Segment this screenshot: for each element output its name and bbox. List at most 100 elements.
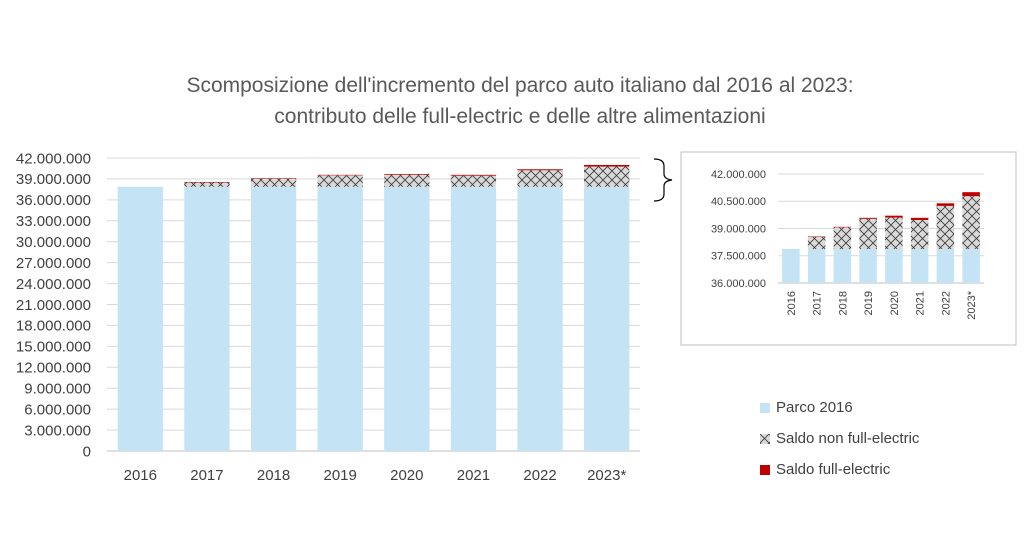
bar-parco-2016-2016 [117, 186, 163, 451]
inset-y-tick-labels: 42.000.000 40.500.000 39.000.000 37.500.000… [711, 169, 766, 290]
y-tick-label: 18.000.000 [16, 318, 91, 335]
bar-saldo-full-electric-2022 [936, 203, 955, 206]
main-bars [117, 164, 630, 451]
y-tick-label: 40.500.000 [711, 196, 766, 208]
bar-parco-2016-2017 [807, 248, 826, 283]
bar-saldo-non-full-electric-2020 [384, 174, 430, 187]
x-tick-label: 2019 [324, 467, 357, 484]
legend-item-saldo-non-full-electric: Saldo non full-electric [760, 423, 919, 454]
bar-saldo-non-full-electric-2021 [450, 175, 497, 187]
bar-saldo-full-electric-2023 [584, 164, 630, 167]
chart-title: Scomposizione dell'incremento del parco … [186, 74, 854, 97]
x-tick-label: 2023* [587, 467, 626, 484]
bar-saldo-full-electric-2017 [184, 182, 230, 183]
bar-parco-2016-2018 [250, 186, 297, 451]
bar-saldo-non-full-electric-2023 [962, 196, 980, 249]
bar-parco-2016-2023 [584, 186, 630, 451]
legend-item-saldo-full-electric: Saldo full-electric [760, 454, 919, 485]
bar-saldo-non-full-electric-2019 [859, 218, 877, 249]
bar-saldo-non-full-electric-2023 [584, 166, 630, 187]
y-tick-label: 0 [83, 443, 91, 460]
bar-saldo-full-electric-2023 [962, 192, 980, 197]
bar-saldo-non-full-electric-2021 [910, 219, 929, 249]
bar-parco-2016-2016 [782, 248, 800, 283]
x-tick-label: 2023* [966, 290, 978, 319]
bar-saldo-non-full-electric-2020 [885, 217, 903, 249]
bar-parco-2016-2021 [910, 248, 929, 283]
x-tick-label: 2022 [523, 467, 556, 484]
y-tick-label: 36.000.000 [711, 278, 766, 290]
bar-saldo-full-electric-2019 [317, 174, 363, 176]
y-tick-label: 15.000.000 [16, 339, 91, 356]
bar-saldo-non-full-electric-2018 [833, 227, 852, 249]
legend-swatch-parco-2016 [760, 402, 770, 413]
legend-item-parco-2016: Parco 2016 [760, 392, 919, 423]
bar-parco-2016-2020 [384, 186, 430, 451]
bar-saldo-full-electric-2020 [384, 174, 430, 175]
legend-label: Saldo non full-electric [776, 430, 920, 447]
x-tick-label: 2017 [190, 467, 223, 484]
bar-saldo-full-electric-2021 [450, 174, 497, 176]
legend-label: Saldo full-electric [776, 461, 891, 478]
legend-label: Parco 2016 [776, 399, 853, 416]
bar-parco-2016-2022 [517, 186, 563, 451]
x-tick-label: 2018 [837, 291, 849, 315]
x-tick-label: 2020 [390, 467, 423, 484]
y-tick-label: 24.000.000 [16, 276, 91, 293]
bar-saldo-non-full-electric-2022 [936, 205, 955, 249]
bar-saldo-non-full-electric-2022 [517, 170, 563, 187]
main-y-tick-labels: 42.000.000 39.000.000 36.000.000 33.000.000… [16, 150, 91, 460]
bar-saldo-non-full-electric-2017 [807, 236, 826, 249]
bar-parco-2016-2019 [859, 248, 877, 283]
y-tick-label: 30.000.000 [16, 234, 91, 251]
bar-saldo-full-electric-2017 [807, 236, 826, 238]
main-x-tick-labels: 2016 2017 2018 2019 2020 2021 2022 2023* [124, 467, 627, 484]
bar-saldo-full-electric-2018 [250, 178, 297, 179]
bar-saldo-full-electric-2018 [833, 226, 852, 228]
y-tick-label: 33.000.000 [16, 213, 91, 230]
chart-legend: Parco 2016 Saldo non full-electric Saldo… [760, 392, 919, 485]
y-tick-label: 36.000.000 [16, 192, 91, 209]
inset-x-tick-labels: 2016 2017 2018 2019 2020 2021 2022 2023* [786, 290, 978, 319]
zoom-brace [653, 158, 673, 202]
y-tick-label: 39.000.000 [711, 223, 766, 235]
y-tick-label: 9.000.000 [24, 380, 91, 397]
bar-parco-2016-2019 [317, 186, 363, 451]
x-tick-label: 2021 [915, 291, 927, 315]
bar-parco-2016-2021 [450, 186, 497, 451]
y-tick-label: 21.000.000 [16, 297, 91, 314]
bar-parco-2016-2023 [962, 248, 980, 283]
chart-subtitle: contributo delle full-electric e delle a… [274, 105, 766, 128]
y-tick-label: 12.000.000 [16, 360, 91, 377]
bar-parco-2016-2022 [936, 248, 955, 283]
y-tick-label: 3.000.000 [24, 422, 91, 439]
x-tick-label: 2022 [940, 291, 952, 315]
x-tick-label: 2018 [257, 467, 290, 484]
legend-swatch-saldo-non-full-electric [760, 433, 770, 444]
bar-saldo-full-electric-2021 [910, 217, 929, 220]
bar-saldo-full-electric-2022 [517, 169, 563, 171]
y-tick-label: 39.000.000 [16, 171, 91, 188]
bar-saldo-non-full-electric-2019 [317, 175, 363, 187]
bar-saldo-non-full-electric-2017 [184, 182, 230, 187]
bar-parco-2016-2020 [885, 248, 903, 283]
y-tick-label: 42.000.000 [711, 169, 766, 181]
bar-saldo-full-electric-2020 [885, 215, 903, 218]
y-tick-label: 42.000.000 [16, 150, 91, 167]
x-tick-label: 2017 [812, 291, 824, 315]
x-tick-label: 2021 [457, 467, 490, 484]
bar-parco-2016-2018 [833, 248, 852, 283]
y-tick-label: 37.500.000 [711, 251, 766, 263]
x-tick-label: 2020 [889, 291, 901, 315]
legend-swatch-saldo-full-electric [760, 464, 770, 475]
x-tick-label: 2016 [786, 291, 798, 315]
y-tick-label: 6.000.000 [24, 401, 91, 418]
bar-parco-2016-2017 [184, 186, 230, 451]
bar-saldo-non-full-electric-2018 [250, 178, 297, 187]
bar-saldo-full-electric-2019 [859, 217, 877, 219]
x-tick-label: 2016 [124, 467, 157, 484]
x-tick-label: 2019 [863, 291, 875, 315]
y-tick-label: 27.000.000 [16, 255, 91, 272]
inset-bars [782, 192, 980, 283]
